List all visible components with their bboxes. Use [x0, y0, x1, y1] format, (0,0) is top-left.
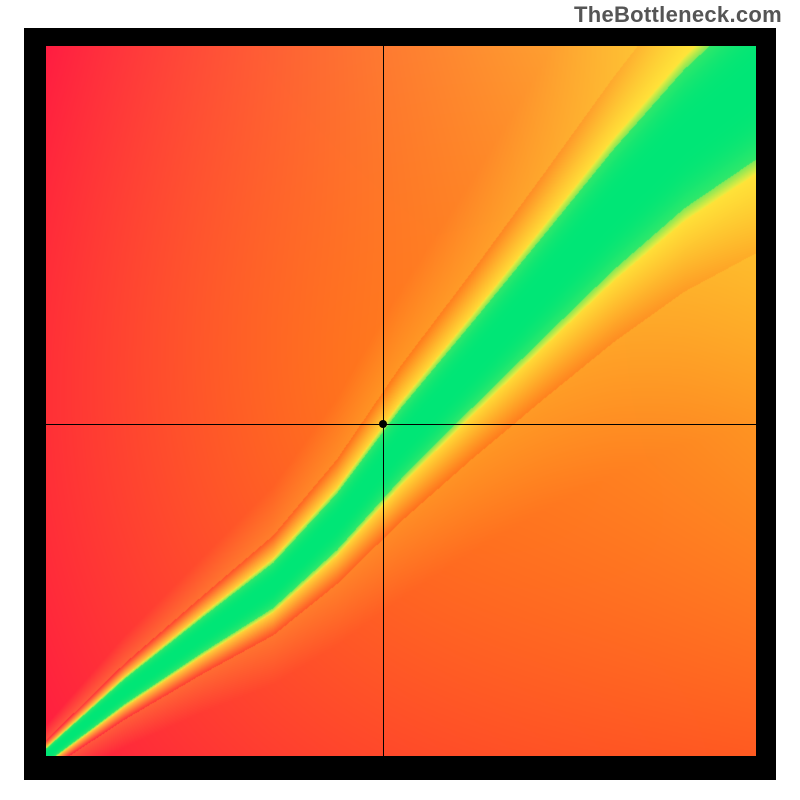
- crosshair-vertical: [383, 46, 384, 756]
- crosshair-horizontal: [46, 424, 756, 425]
- watermark-label: TheBottleneck.com: [574, 2, 782, 28]
- chart-frame: [24, 28, 776, 780]
- chart-container: TheBottleneck.com: [0, 0, 800, 800]
- heatmap-canvas: [46, 46, 756, 756]
